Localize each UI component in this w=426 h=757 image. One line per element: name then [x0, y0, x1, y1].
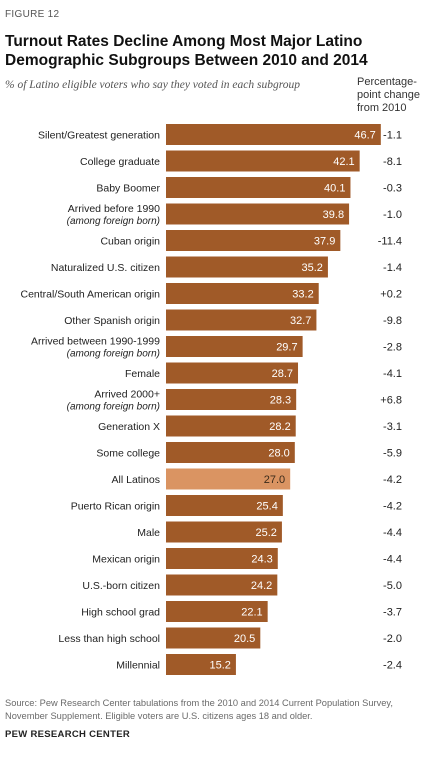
bar	[166, 256, 328, 278]
bar	[166, 283, 319, 304]
bar-value-label: 24.3	[251, 554, 272, 566]
category-label: Arrived before 1990	[68, 203, 160, 215]
category-label: Other Spanish origin	[64, 315, 160, 327]
change-value-label: -5.9	[383, 448, 402, 460]
bar	[166, 177, 351, 198]
bar	[166, 415, 296, 437]
bar-value-label: 39.8	[323, 209, 344, 221]
bar-value-label: 20.5	[234, 633, 255, 645]
category-label: Arrived 2000+	[94, 389, 160, 401]
change-value-label: -2.4	[383, 660, 402, 672]
change-value-label: -8.1	[383, 156, 402, 168]
bar-value-label: 32.7	[290, 315, 311, 327]
bar	[166, 150, 360, 172]
category-label: Mexican origin	[92, 554, 160, 566]
category-label: Less than high school	[58, 633, 160, 645]
bar	[166, 442, 295, 463]
change-value-label: -3.7	[383, 607, 402, 619]
category-label: Silent/Greatest generation	[38, 130, 160, 142]
category-label: Cuban origin	[100, 236, 160, 248]
category-label: U.S.-born citizen	[82, 580, 160, 592]
bar-chart: 46.7 Silent/Greatest generation -1.1 42.1 Co…	[21, 124, 402, 675]
category-label: College graduate	[80, 156, 160, 168]
category-label: Female	[125, 368, 160, 380]
bar-value-label: 28.0	[268, 448, 289, 460]
category-note: (among foreign born)	[67, 216, 160, 227]
organization-name: PEW RESEARCH CENTER	[5, 729, 130, 740]
bar-value-label: 33.2	[292, 289, 313, 301]
change-value-label: -11.4	[378, 236, 402, 248]
change-value-label: -1.1	[383, 130, 402, 142]
category-label: Baby Boomer	[96, 183, 160, 195]
change-value-label: -4.4	[383, 554, 402, 566]
bar-value-label: 27.0	[264, 474, 285, 486]
bar-value-label: 35.2	[301, 262, 322, 274]
change-value-label: -0.3	[383, 183, 402, 195]
change-value-label: -4.2	[383, 474, 402, 486]
category-label: All Latinos	[112, 474, 160, 486]
chart-title: Turnout Rates Decline Among Most Major L…	[5, 33, 368, 69]
bar-value-label: 46.7	[354, 130, 375, 142]
change-value-label: +6.8	[380, 395, 402, 407]
bar-value-label: 42.1	[333, 156, 354, 168]
source-note: Source: Pew Research Center tabulations …	[5, 698, 393, 721]
change-column-header: Percentage-point change from 2010	[357, 76, 420, 114]
bar	[166, 495, 283, 516]
change-value-label: -4.1	[383, 368, 402, 380]
bar	[166, 601, 268, 622]
category-label: Puerto Rican origin	[71, 501, 160, 513]
category-label: Naturalized U.S. citizen	[51, 262, 160, 274]
bar	[166, 230, 341, 251]
bar	[166, 574, 278, 596]
category-label: Male	[137, 527, 160, 539]
bar-value-label: 25.2	[255, 527, 276, 539]
change-value-label: -1.0	[383, 209, 402, 221]
category-label: Millennial	[116, 660, 160, 672]
bar-value-label: 40.1	[324, 183, 345, 195]
change-value-label: -5.0	[383, 580, 402, 592]
category-label: High school grad	[81, 607, 160, 619]
chart-subtitle: % of Latino eligible voters who say they…	[5, 79, 301, 91]
bar	[166, 654, 236, 675]
bar	[166, 309, 317, 331]
category-label: Central/South American origin	[21, 289, 161, 301]
category-label: Some college	[96, 448, 160, 460]
bar-value-label: 28.2	[269, 421, 290, 433]
change-value-label: -2.0	[383, 633, 402, 645]
category-label: Arrived between 1990-1999	[31, 336, 160, 348]
bar	[166, 468, 291, 490]
bar-value-label: 24.2	[251, 580, 272, 592]
change-value-label: -3.1	[383, 421, 402, 433]
change-value-label: -4.2	[383, 501, 402, 513]
bar	[166, 548, 278, 569]
bar	[166, 124, 381, 145]
bar-value-label: 22.1	[241, 607, 262, 619]
category-note: (among foreign born)	[67, 402, 160, 413]
figure-label: FIGURE 12	[5, 9, 60, 20]
bar-value-label: 15.2	[209, 660, 230, 672]
bar	[166, 362, 299, 384]
category-note: (among foreign born)	[67, 349, 160, 360]
bar-value-label: 28.7	[272, 368, 293, 380]
bar	[166, 389, 297, 410]
bar	[166, 521, 282, 543]
bar-value-label: 28.3	[270, 395, 291, 407]
bar-value-label: 25.4	[256, 501, 277, 513]
change-value-label: +0.2	[380, 289, 402, 301]
bar	[166, 203, 350, 225]
change-value-label: -9.8	[383, 315, 402, 327]
bar-value-label: 29.7	[276, 342, 297, 354]
bar	[166, 627, 261, 649]
bar	[166, 336, 303, 357]
bar-value-label: 37.9	[314, 236, 335, 248]
change-value-label: -2.8	[383, 342, 402, 354]
change-value-label: -1.4	[383, 262, 402, 274]
change-value-label: -4.4	[383, 527, 402, 539]
category-label: Generation X	[98, 421, 160, 433]
